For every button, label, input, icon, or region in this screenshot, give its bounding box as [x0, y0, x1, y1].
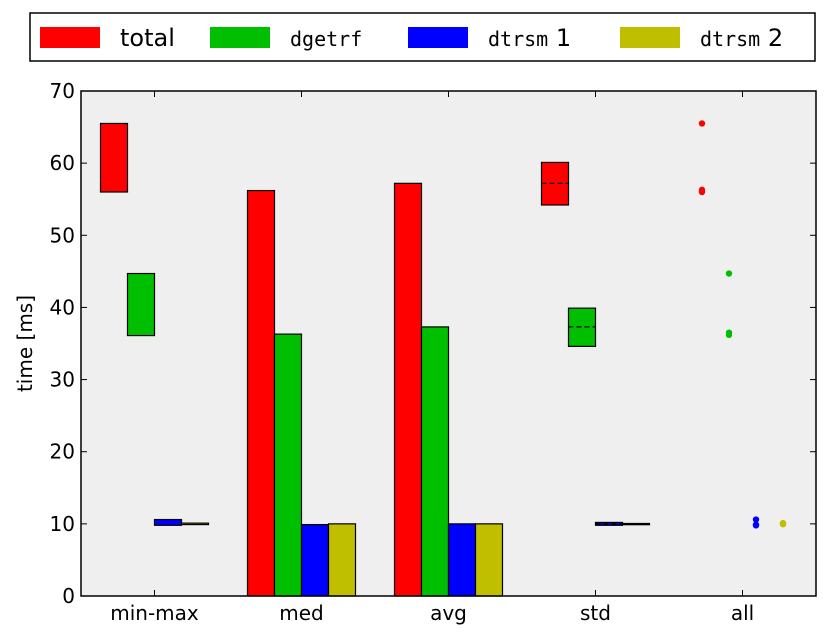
legend-label: dtrsm 1 — [488, 24, 571, 52]
x-tick-label: std — [580, 601, 611, 625]
data-point — [698, 188, 706, 196]
chart-marks — [99, 120, 787, 597]
data-point — [779, 521, 787, 528]
x-tick-label: min-max — [110, 601, 199, 625]
y-axis-label: time [ms] — [13, 295, 37, 392]
legend-label: dgetrf — [290, 27, 362, 51]
median-bar — [300, 523, 330, 597]
range-box — [99, 122, 129, 193]
median-bar — [327, 523, 357, 597]
range-box — [153, 518, 183, 526]
median-bar — [246, 189, 276, 597]
legend-label: dtrsm 2 — [700, 24, 783, 52]
range-box — [126, 272, 156, 337]
y-tick-label: 20 — [50, 440, 75, 464]
average-bar — [447, 523, 477, 597]
y-tick-label: 40 — [50, 295, 75, 319]
x-tick-label: all — [731, 601, 754, 625]
y-tick-label: 0 — [62, 584, 75, 608]
range-box — [180, 522, 210, 526]
data-point — [725, 331, 733, 339]
y-tick-label: 30 — [50, 368, 75, 392]
data-point — [752, 516, 760, 523]
legend: total dgetrf dtrsm 1 dtrsm 2 — [29, 12, 816, 62]
legend-swatch — [40, 27, 100, 48]
y-axis: 0 10 20 30 40 50 60 70 — [50, 79, 816, 608]
y-tick-label: 50 — [50, 223, 75, 247]
x-axis: min-max med avg std all — [110, 91, 754, 625]
x-tick-label: med — [279, 601, 323, 625]
legend-swatch — [408, 27, 468, 48]
y-tick-label: 70 — [50, 79, 75, 103]
median-bar — [273, 333, 303, 597]
y-tick-label: 10 — [50, 512, 75, 536]
data-point — [752, 522, 760, 529]
y-tick-label: 60 — [50, 151, 75, 175]
average-bar — [474, 523, 504, 597]
legend-label: total — [120, 24, 175, 52]
legend-swatch — [210, 27, 270, 48]
data-point — [725, 270, 733, 277]
data-point — [698, 120, 706, 127]
x-tick-label: avg — [430, 601, 467, 625]
average-bar — [420, 326, 450, 597]
legend-swatch — [620, 27, 680, 48]
average-bar — [393, 182, 423, 597]
